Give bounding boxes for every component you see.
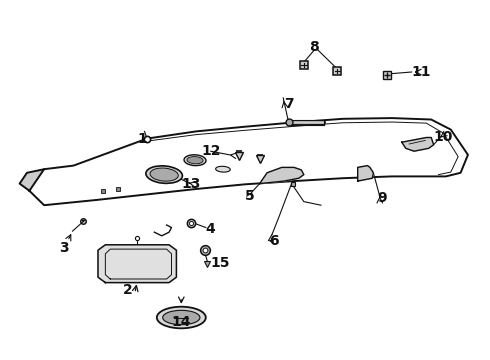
Polygon shape (260, 167, 304, 184)
Polygon shape (402, 138, 434, 151)
Text: 11: 11 (412, 65, 431, 79)
Ellipse shape (157, 307, 206, 328)
Text: 10: 10 (434, 130, 453, 144)
Ellipse shape (216, 166, 230, 172)
Polygon shape (20, 169, 44, 191)
Text: 2: 2 (122, 283, 132, 297)
Polygon shape (358, 166, 373, 181)
Text: 3: 3 (59, 242, 69, 255)
Text: 13: 13 (181, 177, 201, 190)
Text: 8: 8 (309, 40, 318, 54)
Text: 14: 14 (172, 315, 191, 329)
Text: 7: 7 (284, 98, 294, 111)
Text: 6: 6 (270, 234, 279, 248)
Ellipse shape (163, 310, 200, 325)
Text: 15: 15 (211, 256, 230, 270)
Text: 5: 5 (245, 189, 255, 203)
Ellipse shape (184, 155, 206, 166)
Ellipse shape (150, 168, 178, 181)
Ellipse shape (146, 166, 182, 183)
Ellipse shape (187, 157, 203, 164)
Text: 1: 1 (137, 132, 147, 145)
Polygon shape (98, 245, 176, 283)
Text: 12: 12 (201, 144, 220, 158)
Text: 4: 4 (206, 222, 216, 235)
Text: 9: 9 (377, 191, 387, 205)
